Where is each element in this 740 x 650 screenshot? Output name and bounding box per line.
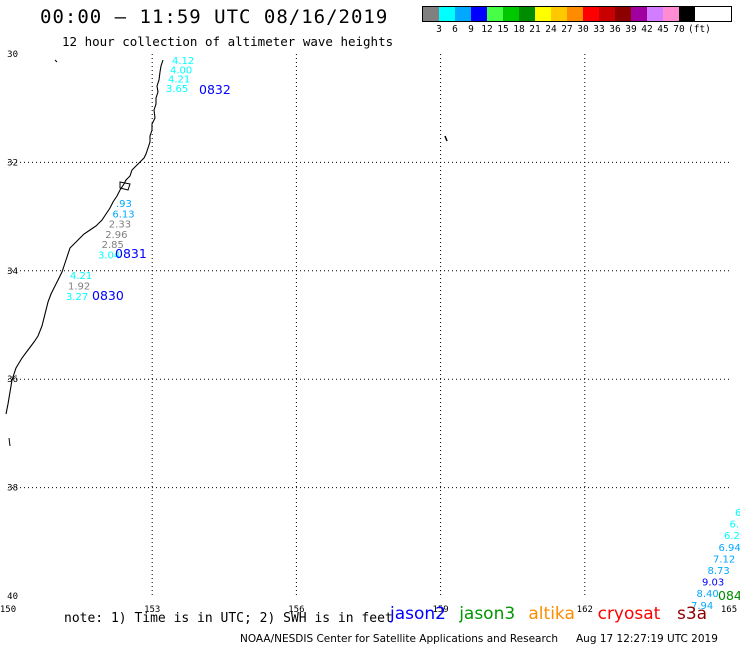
legend-tick-label: 9: [468, 24, 474, 35]
wave-height-value: 2.85: [102, 240, 124, 251]
legend-tick-label: 12: [481, 24, 493, 35]
legend-swatch: [455, 7, 471, 21]
satellite-jason2: jason2: [390, 604, 446, 624]
wave-height-value: 6.94: [719, 543, 740, 554]
legend-swatch: [663, 7, 679, 21]
legend-unit: (ft): [688, 24, 711, 35]
wave-height-value: 3.27: [66, 292, 88, 303]
wave-height-value: 2.33: [109, 220, 131, 231]
legend-swatch: [583, 7, 599, 21]
satellite-tracks: 4.124.004.213.65 0832.936.132.332.962.853…: [66, 56, 740, 612]
latitude-label: 36: [7, 375, 18, 385]
legend-swatch: [487, 7, 503, 21]
legend-ticks: 3 6 9 12 15 18 21 24 27 30 33 36 39 42 45 70 (ft): [422, 22, 732, 36]
island-mark: [54, 59, 58, 63]
map-subtitle: 12 hour collection of altimeter wave hei…: [62, 34, 394, 49]
legend-swatch: [599, 7, 615, 21]
track-0832: 4.124.004.213.65 0832: [166, 56, 231, 97]
legend-swatches: [422, 6, 732, 22]
wave-height-value: 9.03: [702, 578, 724, 589]
legend-swatch: [647, 7, 663, 21]
pass-time-label: 0831: [115, 246, 147, 261]
legend-tick-label: 36: [609, 24, 621, 35]
coastline: [5, 59, 164, 415]
legend-tick-label: 70: [673, 24, 685, 35]
track-084: 66.6.26.947.128.739.038.407.94 084: [691, 508, 740, 612]
wave-height-value: 6: [735, 508, 740, 519]
track-0830: 4.211.923.27 0830: [66, 271, 124, 303]
credits-org: NOAA/NESDIS Center for Satellite Applica…: [240, 633, 558, 645]
latitude-label: 32: [7, 158, 18, 168]
wave-height-value: 1.92: [68, 282, 90, 293]
credits-timestamp: Aug 17 12:27:19 UTC 2019: [576, 633, 718, 645]
legend-tick-label: 27: [561, 24, 573, 35]
wave-height-value: 6.13: [112, 209, 134, 220]
legend-tick-label: 30: [577, 24, 589, 35]
wave-height-value: 3.04: [98, 251, 120, 262]
satellite-jason3: jason3: [459, 604, 516, 624]
legend-tick-label: 45: [657, 24, 669, 35]
pass-time-label: 0832: [199, 82, 231, 97]
legend-swatch: [615, 7, 631, 21]
wave-height-value: 6.2: [724, 531, 740, 542]
legend-tick-label: 3: [436, 24, 442, 35]
longitude-label: 165: [721, 605, 737, 615]
legend-swatch: [679, 7, 695, 21]
pass-time-label: 084: [718, 588, 740, 603]
longitude-label: 156: [288, 605, 304, 615]
pass-time-label: 0830: [92, 288, 124, 303]
legend-tick-label: 24: [545, 24, 557, 35]
gridlines: [8, 54, 729, 596]
coast-fragment: [8, 437, 11, 447]
wave-height-value: 4.21: [70, 271, 92, 282]
wave-height-value: 8.40: [697, 589, 719, 600]
longitude-label: 150: [0, 605, 16, 615]
legend-tick-label: 6: [452, 24, 458, 35]
wave-height-value: 3.65: [166, 84, 188, 95]
axis-labels: 150 153 156 159 162 165 30 32 34 36 38 40: [0, 50, 737, 615]
legend-swatch: [519, 7, 535, 21]
legend-tick-label: 21: [529, 24, 541, 35]
legend-tick-label: 39: [625, 24, 637, 35]
credits: NOAA/NESDIS Center for Satellite Applica…: [240, 633, 718, 645]
satellite-cryosat: cryosat: [597, 604, 661, 624]
coastal-detail: [119, 181, 131, 191]
legend-tick-label: 18: [513, 24, 525, 35]
legend-tick-label: 33: [593, 24, 605, 35]
legend-tick-label: 15: [497, 24, 509, 35]
wave-height-value: 7.94: [691, 601, 713, 612]
wave-height-value: 4.12: [172, 56, 194, 67]
longitude-label: 153: [144, 605, 160, 615]
latitude-label: 30: [7, 50, 18, 60]
latitude-label: 34: [7, 267, 18, 277]
legend-swatch: [471, 7, 487, 21]
map-title: 00:00 – 11:59 UTC 08/16/2019: [40, 6, 389, 28]
longitude-label: 162: [577, 605, 593, 615]
legend-swatch: [551, 7, 567, 21]
latitude-label: 40: [7, 592, 18, 602]
wave-height-value: 4.21: [168, 75, 190, 86]
legend-tick-label: 42: [641, 24, 653, 35]
legend-swatch: [535, 7, 551, 21]
legend-swatch: [439, 7, 455, 21]
island-mark: [444, 135, 448, 142]
units-note: note: 1) Time is in UTC; 2) SWH is in fe…: [64, 611, 393, 626]
wave-height-value: 2.96: [105, 230, 127, 241]
wave-height-color-legend: 3 6 9 12 15 18 21 24 27 30 33 36 39 42 45 70 (ft): [422, 6, 732, 36]
legend-swatch: [631, 7, 647, 21]
legend-swatch: [567, 7, 583, 21]
latitude-label: 38: [7, 484, 18, 494]
satellite-altika: altika: [528, 604, 575, 624]
wave-height-value: 8.73: [708, 566, 730, 577]
wave-height-value: 6.: [730, 520, 740, 531]
wave-height-value: .93: [116, 199, 132, 210]
longitude-label: 159: [432, 605, 448, 615]
satellite-s3a: s3a: [677, 604, 708, 624]
wave-height-value: 7.12: [713, 554, 735, 565]
legend-swatch: [503, 7, 519, 21]
wave-height-value: 4.00: [170, 65, 192, 76]
legend-swatch: [423, 7, 439, 21]
